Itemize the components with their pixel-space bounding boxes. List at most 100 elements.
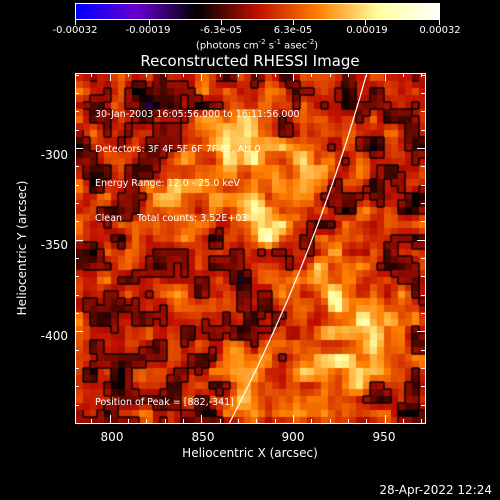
axis-tick (75, 166, 79, 168)
axis-tick (421, 184, 425, 186)
axis-tick (146, 73, 148, 77)
axis-tick (421, 221, 425, 223)
x-axis-label: Heliocentric X (arcsec) (182, 446, 318, 460)
axis-tick (75, 349, 79, 351)
peak-position-label: Position of Peak = [882,-341] (95, 397, 234, 408)
axis-tick (311, 73, 313, 77)
colorbar-tick (148, 20, 150, 25)
info-energy-range: Energy Range: 12.0 - 25.0 keV (95, 178, 240, 189)
x-tick-label: 900 (281, 430, 305, 444)
axis-tick (329, 73, 331, 77)
x-tick-label: 800 (100, 430, 124, 444)
axis-tick (348, 73, 350, 77)
x-tick-label: 850 (191, 430, 215, 444)
axis-tick (75, 313, 79, 315)
axis-tick (183, 419, 185, 423)
y-tick-label: -300 (40, 148, 68, 162)
axis-tick (256, 73, 258, 77)
axis-tick (421, 203, 425, 205)
axis-tick (384, 73, 386, 81)
axis-tick (311, 419, 313, 423)
colorbar-tick-label: -0.00019 (125, 25, 171, 36)
axis-tick (366, 73, 368, 77)
colorbar-tick-label: 6.3e-05 (273, 25, 313, 36)
axis-tick (75, 74, 79, 76)
axis-tick (75, 111, 79, 113)
axis-tick (417, 239, 425, 241)
axis-tick (75, 203, 79, 205)
y-tick-label: -400 (40, 329, 68, 343)
axis-tick (348, 419, 350, 423)
colorbar-tick (439, 20, 440, 25)
axis-tick (417, 331, 425, 333)
x-tick-label: 950 (372, 430, 396, 444)
axis-tick (91, 73, 93, 77)
axis-tick (75, 386, 79, 388)
info-time-range: 30-Jan-2003 16:05:56.000 to 16:11:56.000 (95, 109, 300, 120)
axis-tick (75, 239, 83, 241)
axis-tick (421, 111, 425, 113)
axis-tick (366, 419, 368, 423)
axis-tick (75, 294, 79, 296)
axis-tick (109, 73, 111, 81)
axis-tick (421, 349, 425, 351)
y-axis-label: Heliocentric Y (arcsec) (15, 180, 29, 316)
colorbar (75, 3, 440, 20)
colorbar-tick (75, 20, 76, 25)
axis-tick (75, 258, 79, 260)
y-tick-label: -350 (40, 238, 68, 252)
colorbar-tick-label: 0.00019 (346, 25, 388, 36)
axis-tick (421, 386, 425, 388)
axis-tick (329, 419, 331, 423)
solar-limb-line (228, 75, 367, 423)
colorbar-tick (292, 20, 294, 25)
axis-tick (421, 404, 425, 406)
axis-tick (75, 368, 79, 370)
axis-tick (421, 313, 425, 315)
observation-info: 30-Jan-2003 16:05:56.000 to 16:11:56.000… (95, 86, 300, 247)
colorbar-tick-label: -6.3e-05 (200, 25, 242, 36)
axis-tick (293, 73, 295, 81)
axis-tick (417, 148, 425, 150)
axis-tick (75, 93, 79, 95)
colorbar-tick-label: -0.00032 (52, 25, 98, 36)
axis-tick (238, 73, 240, 77)
plot-title: Reconstructed RHESSI Image (140, 52, 360, 70)
axis-tick (75, 129, 79, 131)
axis-tick (421, 74, 425, 76)
info-detectors: Detectors: 3F 4F 5F 6F 7F 8F, Att 0 (95, 143, 261, 155)
axis-tick (403, 419, 404, 423)
colorbar-ticks (0, 20, 500, 26)
axis-tick (128, 419, 130, 423)
axis-tick (75, 276, 79, 278)
axis-tick (128, 73, 130, 77)
axis-tick (146, 419, 148, 423)
axis-tick (201, 73, 203, 81)
footer-timestamp: 28-Apr-2022 12:24 (379, 483, 492, 497)
axis-tick (421, 258, 425, 260)
axis-tick (75, 331, 83, 333)
axis-tick (256, 419, 258, 423)
info-clean-counts: Clean Total counts: 3.52E+03 (95, 212, 248, 224)
axis-tick (421, 93, 425, 95)
axis-tick (75, 148, 83, 150)
axis-tick (75, 404, 79, 406)
axis-tick (421, 276, 425, 278)
axis-tick (421, 166, 425, 168)
axis-tick (75, 221, 79, 223)
axis-tick (421, 368, 425, 370)
axis-tick (164, 73, 166, 77)
axis-tick (201, 415, 203, 423)
heatmap-image (76, 74, 425, 423)
axis-tick (421, 294, 425, 296)
axis-tick (421, 419, 423, 423)
axis-tick (274, 73, 276, 77)
axis-tick (219, 73, 221, 77)
axis-tick (164, 419, 166, 423)
axis-tick (183, 73, 185, 77)
axis-tick (75, 184, 79, 186)
colorbar-tick (365, 20, 367, 25)
colorbar-units: (photons cm-2 s-1 asec-2) (195, 38, 319, 52)
axis-tick (403, 73, 404, 77)
